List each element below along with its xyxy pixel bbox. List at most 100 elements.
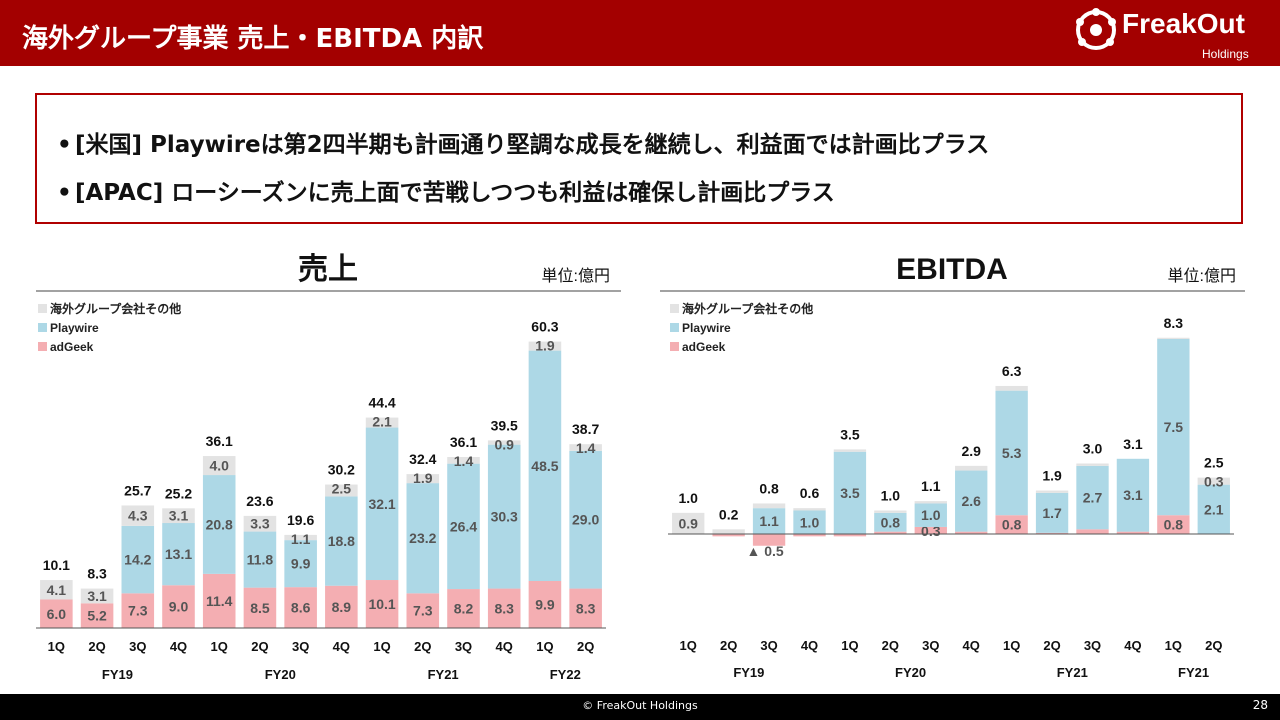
data-label: 5.3 — [1002, 445, 1022, 461]
bar-segment-adgeek — [752, 534, 786, 546]
legend-label: adGeek — [50, 340, 94, 354]
data-label: 26.4 — [450, 518, 477, 534]
summary-bullet: • [米国] Playwireは第2四半期も計画通り堅調な成長を継続し、利益面では… — [57, 125, 989, 159]
bar-segment-adgeek — [712, 534, 745, 537]
legend-label: 海外グループ会社その他 — [682, 301, 813, 316]
bar-segment-other — [914, 501, 947, 504]
bar-segment-adgeek — [365, 580, 399, 628]
total-label: 25.7 — [124, 482, 151, 498]
bar-segment-adgeek — [955, 531, 988, 534]
total-label: 32.4 — [409, 451, 436, 467]
data-label: 1.1 — [291, 531, 311, 547]
total-label: 36.1 — [450, 434, 477, 450]
data-label: 5.2 — [87, 608, 107, 624]
legend-swatch — [670, 323, 679, 332]
total-label: 23.6 — [246, 493, 273, 509]
bar-segment-other — [528, 341, 562, 351]
tick-label: 3Q — [1084, 638, 1101, 653]
bar-segment-other — [1035, 490, 1069, 493]
tick-label: 2Q — [1043, 638, 1060, 653]
tick-label: 4Q — [333, 639, 350, 654]
group-label: FY21 — [1178, 665, 1209, 680]
total-label: 0.8 — [759, 480, 779, 496]
data-label: 2.5 — [332, 481, 352, 497]
logo-mark-icon — [1076, 8, 1116, 50]
bar-segment-adgeek — [406, 593, 440, 628]
total-label: 3.5 — [840, 426, 860, 442]
tick-label: 4Q — [1124, 638, 1141, 653]
bar-segment-adgeek — [487, 588, 521, 628]
bar-segment-other — [833, 449, 867, 452]
bar-segment-playwire — [874, 512, 907, 532]
tick-label: 2Q — [720, 638, 737, 653]
bar-segment-adgeek — [874, 531, 907, 534]
bar-segment-playwire — [121, 525, 155, 594]
chart-title: EBITDA — [896, 253, 1008, 286]
data-label: 8.3 — [494, 600, 514, 616]
bar-segment-playwire — [243, 531, 277, 588]
bar-segment-other — [955, 465, 988, 471]
data-label: 1.7 — [1042, 505, 1062, 521]
bar-segment-adgeek — [202, 573, 236, 628]
bar-segment-playwire — [447, 463, 480, 590]
tick-label: 4Q — [170, 639, 187, 654]
data-label: 0.3 — [1204, 474, 1224, 490]
group-label: FY19 — [102, 667, 133, 682]
tick-label: 2Q — [88, 639, 105, 654]
tick-label: 3Q — [455, 639, 472, 654]
bullet-text: [APAC] ローシーズンに売上面で苦戦しつつも利益は確保し計画比プラス — [75, 180, 835, 206]
data-label: ▲ 0.5 — [746, 543, 783, 559]
data-label: 9.9 — [291, 556, 311, 572]
logo-text: FreakOut — [1122, 8, 1245, 39]
logo-subtext: Holdings — [1202, 47, 1249, 61]
tick-label: 1Q — [841, 638, 858, 653]
data-label: 11.8 — [247, 552, 274, 568]
bar-segment-adgeek — [1076, 529, 1109, 534]
bar-segment-adgeek — [1035, 532, 1069, 534]
legend-swatch — [38, 304, 47, 313]
tick-label: 4Q — [496, 639, 513, 654]
data-label: 9.9 — [535, 596, 555, 612]
group-label: FY20 — [895, 665, 926, 680]
total-label: 39.5 — [491, 417, 518, 433]
data-label: 29.0 — [572, 512, 599, 528]
data-label: 1.9 — [535, 338, 555, 354]
data-label: 11.4 — [206, 593, 233, 609]
charts-canvas: 売上 単位:億円 海外グループ会社その他 Playwire adGeek 6.0 4.… — [36, 253, 1245, 682]
plot-area: 6.0 4.1 10.1 1Q 5.2 3.1 8.3 2Q 7.3 14.2 4.3 25.7 3Q 9… — [36, 319, 606, 682]
bar-segment-adgeek — [1157, 515, 1190, 534]
bar-segment-adgeek — [40, 599, 73, 628]
bar-segment-playwire — [793, 510, 826, 534]
tick-label: 1Q — [373, 639, 390, 654]
group-label: FY21 — [428, 667, 459, 682]
tick-label: 1Q — [536, 639, 553, 654]
total-label: 10.1 — [43, 557, 70, 573]
tick-label: 2Q — [1205, 638, 1222, 653]
data-label: 1.0 — [921, 507, 941, 523]
data-label: 8.5 — [250, 600, 270, 616]
tick-label: 2Q — [414, 639, 431, 654]
copyright: © FreakOut Holdings — [582, 699, 698, 712]
bar-segment-playwire — [325, 496, 358, 586]
data-label: 1.4 — [454, 453, 474, 469]
tick-label: 4Q — [963, 638, 980, 653]
data-label: 7.3 — [413, 603, 433, 619]
data-label: 8.3 — [576, 600, 596, 616]
bar-segment-other — [569, 444, 602, 451]
bar-segment-playwire — [487, 444, 521, 589]
total-label: 0.6 — [800, 485, 820, 501]
legend-swatch — [38, 323, 47, 332]
data-label: 7.3 — [128, 603, 148, 619]
data-label: 3.3 — [250, 516, 270, 532]
data-label: 10.1 — [368, 596, 395, 612]
bar-segment-playwire — [1157, 338, 1190, 516]
data-label: 9.0 — [169, 599, 189, 615]
group-label: FY22 — [550, 667, 581, 682]
data-label: 13.1 — [165, 546, 192, 562]
summary-bullet: • [APAC] ローシーズンに売上面で苦戦しつつも利益は確保し計画比プラス — [57, 173, 835, 207]
bar-segment-other — [672, 512, 705, 534]
bar-segment-adgeek — [1116, 531, 1150, 534]
total-label: 2.9 — [961, 443, 981, 459]
data-label: 3.1 — [169, 508, 189, 524]
data-label: 2.1 — [1204, 501, 1224, 517]
